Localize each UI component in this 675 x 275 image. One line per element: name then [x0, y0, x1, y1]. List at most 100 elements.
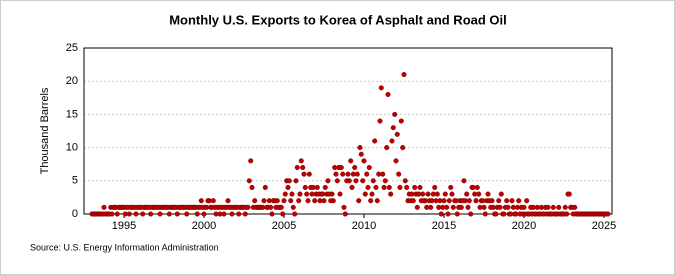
data-point [481, 204, 487, 210]
x-tick-label: 2015 [432, 220, 456, 232]
data-point [166, 211, 172, 217]
data-point [194, 211, 200, 217]
data-point [454, 211, 460, 217]
data-point [361, 158, 367, 164]
data-point [157, 211, 163, 217]
y-tick-label: 25 [66, 42, 78, 54]
data-point [261, 198, 267, 204]
data-point [497, 204, 503, 210]
data-point [493, 211, 499, 217]
data-point [357, 145, 363, 151]
data-point [397, 184, 403, 190]
data-point [414, 204, 420, 210]
data-point [516, 198, 522, 204]
data-point [556, 204, 562, 210]
data-point [420, 191, 426, 197]
source-note: Source: U.S. Energy Information Administ… [30, 242, 219, 252]
data-point [524, 198, 530, 204]
data-point [442, 191, 448, 197]
data-point [288, 198, 294, 204]
x-tick-label: 2000 [192, 220, 216, 232]
data-point [198, 198, 204, 204]
data-point [325, 178, 331, 184]
data-point [498, 191, 504, 197]
data-point [390, 125, 396, 131]
data-point [410, 198, 416, 204]
data-point [289, 191, 295, 197]
data-point [221, 211, 227, 217]
data-point [468, 211, 474, 217]
x-tick-label: 2025 [592, 220, 616, 232]
data-point [444, 204, 450, 210]
data-point [572, 204, 578, 210]
data-point [353, 178, 359, 184]
data-point [400, 145, 406, 151]
data-point [473, 198, 479, 204]
data-point [174, 211, 180, 217]
data-point [298, 158, 304, 164]
data-point [365, 184, 371, 190]
data-point [296, 198, 302, 204]
x-tick-label: 2005 [272, 220, 296, 232]
data-point [605, 211, 611, 217]
data-point [369, 191, 375, 197]
data-point [458, 204, 464, 210]
data-point [314, 184, 320, 190]
data-point [354, 171, 360, 177]
x-tick-label: 1995 [112, 220, 136, 232]
data-point [449, 191, 455, 197]
data-point [504, 198, 510, 204]
data-point [101, 204, 107, 210]
data-point [450, 204, 456, 210]
data-point [404, 184, 410, 190]
data-point [229, 211, 235, 217]
data-point [301, 171, 307, 177]
data-point [210, 198, 216, 204]
data-point [242, 211, 248, 217]
y-tick-label: 20 [66, 75, 78, 87]
data-point [126, 211, 132, 217]
data-point [148, 211, 154, 217]
x-tick-label: 2020 [512, 220, 536, 232]
data-point [381, 184, 387, 190]
data-point [402, 178, 408, 184]
data-point [398, 118, 404, 124]
data-point [441, 198, 447, 204]
data-point [312, 198, 318, 204]
data-point [358, 151, 364, 157]
data-point [566, 191, 572, 197]
data-point [434, 191, 440, 197]
data-point [384, 145, 390, 151]
data-point [362, 191, 368, 197]
data-point [380, 171, 386, 177]
data-point [378, 85, 384, 91]
y-tick-label: 5 [72, 175, 78, 187]
data-point [252, 198, 258, 204]
data-point [474, 184, 480, 190]
data-point [564, 211, 570, 217]
data-point [446, 198, 452, 204]
data-point [334, 178, 340, 184]
data-point [236, 211, 242, 217]
data-point [465, 204, 471, 210]
data-point [304, 191, 310, 197]
data-point [352, 164, 358, 171]
data-point [396, 171, 402, 177]
data-point [360, 178, 366, 184]
data-point [382, 178, 388, 184]
data-point [545, 204, 551, 210]
data-point [438, 211, 444, 217]
data-point [485, 191, 491, 197]
data-point [445, 211, 451, 217]
y-tick-label: 0 [72, 208, 78, 220]
data-point [109, 211, 115, 217]
data-point [342, 211, 348, 217]
data-point [509, 198, 515, 204]
data-point [432, 184, 438, 190]
data-point [464, 191, 470, 197]
data-point [300, 164, 306, 171]
data-point [385, 91, 391, 98]
y-tick-label: 15 [66, 108, 78, 120]
